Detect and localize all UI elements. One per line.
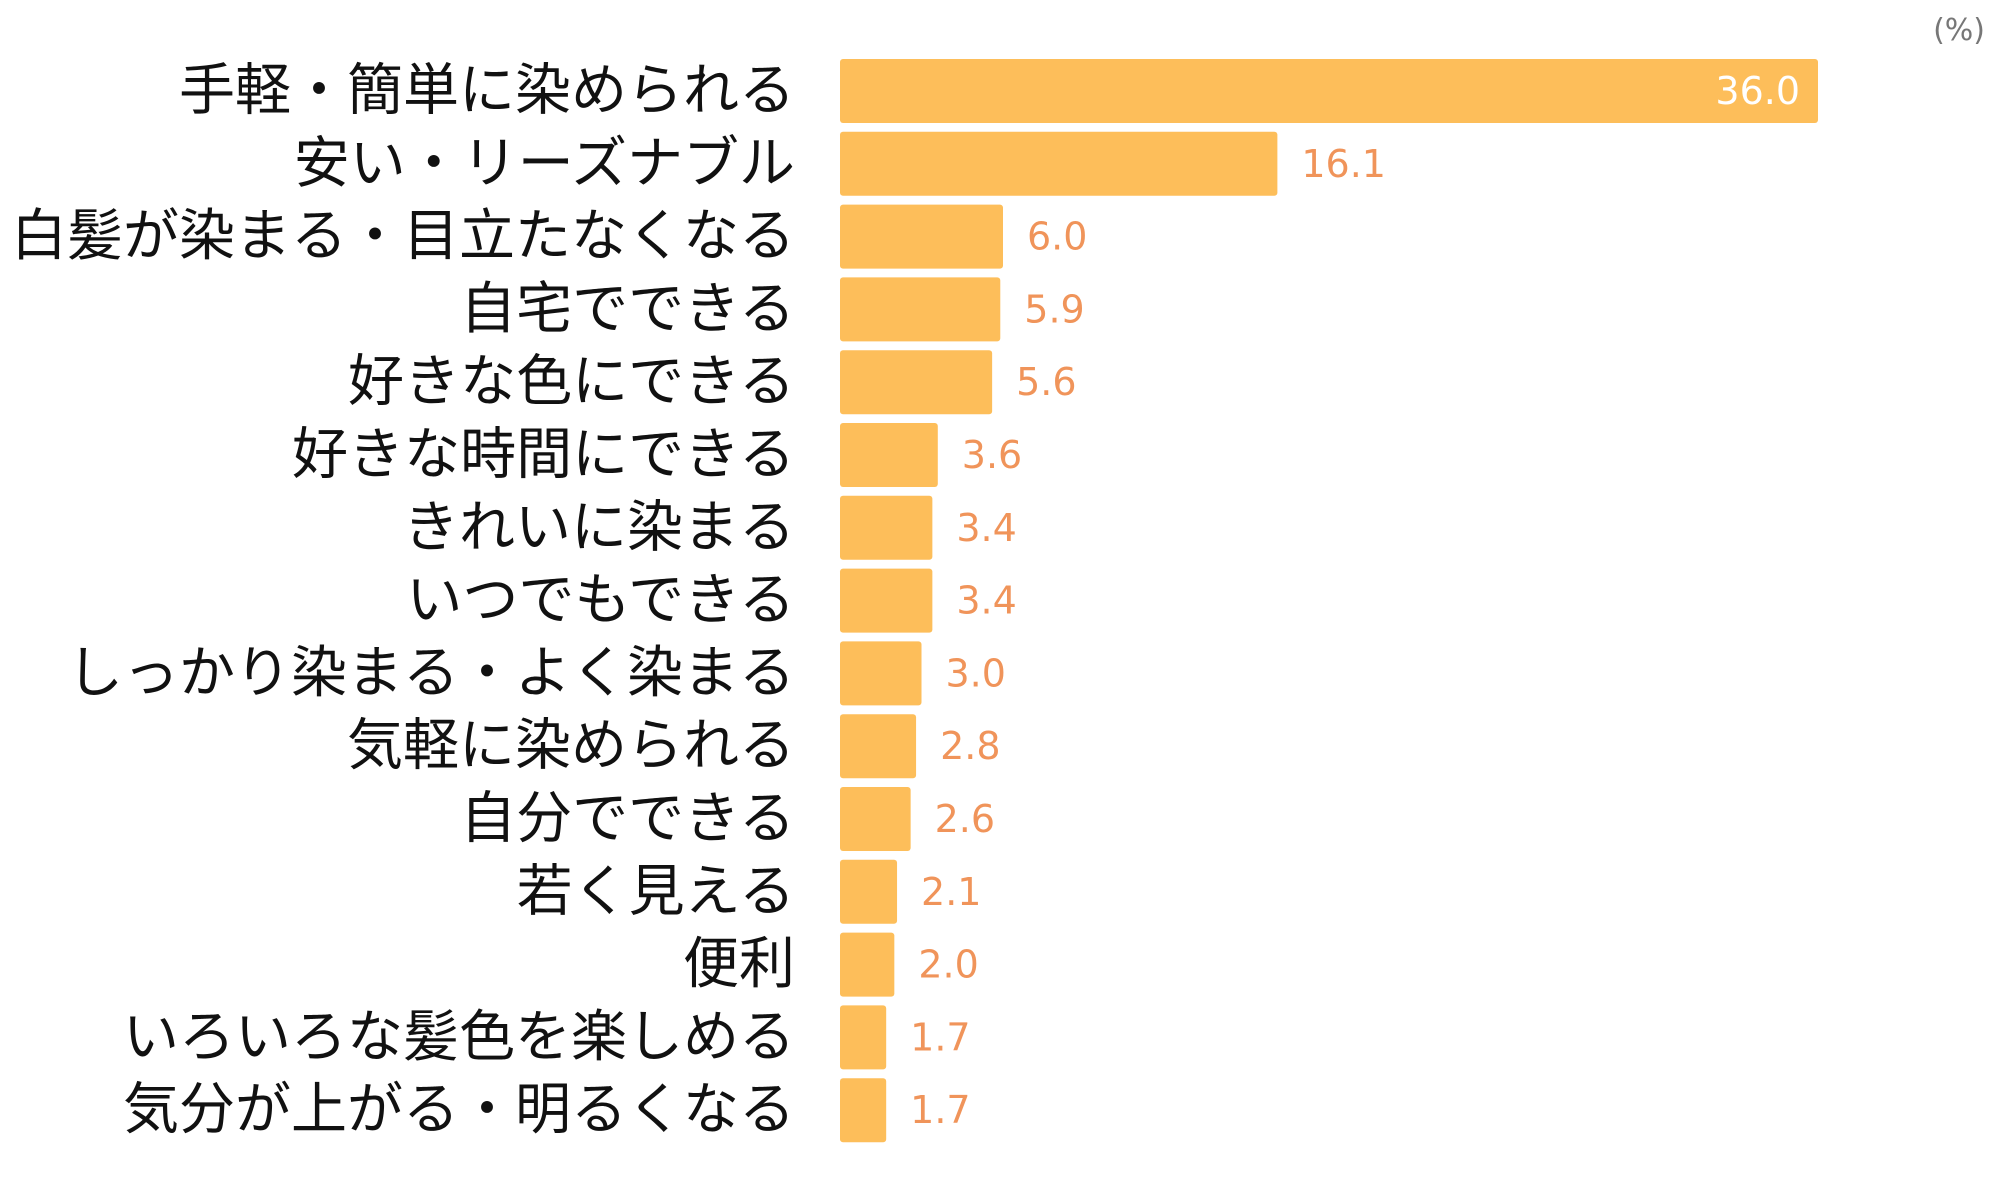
value-label-1: 16.1 bbox=[1301, 142, 1386, 186]
category-label-0: 手軽・簡単に染められる bbox=[179, 59, 795, 124]
value-labels-group: 36.0 16.1 6.0 5.9 5.6 3.6 3.4 3.4 3.0 2.8 2.6 2.1 2.… bbox=[910, 69, 1800, 1132]
value-label-5: 3.6 bbox=[962, 433, 1022, 477]
category-label-8: しっかり染まる・よく染まる bbox=[67, 641, 795, 706]
category-label-11: 若く見える bbox=[517, 859, 795, 924]
value-label-6: 3.4 bbox=[956, 506, 1016, 550]
category-label-14: 気分が上がる・明るくなる bbox=[123, 1078, 795, 1143]
bar-5 bbox=[840, 423, 938, 487]
value-label-14: 1.7 bbox=[910, 1088, 970, 1132]
category-label-9: 気軽に染められる bbox=[347, 714, 795, 779]
bar-8 bbox=[840, 641, 922, 706]
bar-9 bbox=[840, 714, 917, 779]
category-label-3: 自宅でできる bbox=[460, 277, 795, 342]
bar-14 bbox=[840, 1078, 887, 1143]
bar-6 bbox=[840, 495, 933, 560]
bar-10 bbox=[840, 787, 911, 851]
value-label-9: 2.8 bbox=[940, 724, 1000, 768]
category-label-1: 安い・リーズナブル bbox=[294, 131, 795, 196]
value-label-2: 6.0 bbox=[1027, 215, 1087, 259]
value-label-0: 36.0 bbox=[1715, 69, 1800, 113]
value-label-12: 2.0 bbox=[918, 943, 978, 987]
bars-group bbox=[840, 59, 1818, 1143]
category-label-2: 白髪が染まる・目立たなくなる bbox=[11, 204, 795, 269]
category-label-10: 自分でできる bbox=[460, 787, 795, 852]
category-labels-group: 手軽・簡単に染められる安い・リーズナブル白髪が染まる・目立たなくなる自宅でできる… bbox=[11, 59, 795, 1143]
value-label-8: 3.0 bbox=[946, 651, 1006, 695]
value-label-7: 3.4 bbox=[956, 579, 1016, 623]
category-label-6: きれいに染まる bbox=[403, 495, 795, 560]
bar-2 bbox=[840, 204, 1003, 269]
unit-label: (%) bbox=[1933, 13, 1985, 48]
value-label-11: 2.1 bbox=[921, 870, 981, 914]
bar-12 bbox=[840, 932, 895, 997]
value-label-13: 1.7 bbox=[910, 1015, 970, 1059]
bar-13 bbox=[840, 1005, 887, 1070]
category-label-4: 好きな色にできる bbox=[348, 350, 795, 415]
bar-3 bbox=[840, 277, 1001, 342]
bar-0 bbox=[840, 59, 1818, 123]
bar-11 bbox=[840, 859, 898, 924]
bar-7 bbox=[840, 568, 933, 633]
category-label-12: 便利 bbox=[683, 932, 795, 997]
value-label-10: 2.6 bbox=[935, 797, 995, 841]
bar-1 bbox=[840, 131, 1278, 196]
value-label-4: 5.6 bbox=[1016, 360, 1076, 404]
bar-4 bbox=[840, 350, 993, 415]
category-label-5: 好きな時間にできる bbox=[292, 423, 795, 488]
category-label-7: いつでもできる bbox=[406, 568, 795, 633]
value-label-3: 5.9 bbox=[1024, 287, 1084, 331]
category-label-13: いろいろな髪色を楽しめる bbox=[123, 1005, 795, 1070]
